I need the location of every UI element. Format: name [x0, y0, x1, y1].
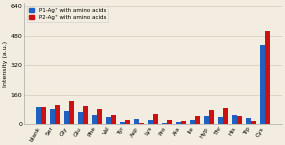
- Bar: [111, 115, 116, 124]
- Bar: [246, 118, 251, 124]
- Bar: [148, 120, 153, 124]
- Bar: [69, 102, 74, 124]
- Bar: [41, 107, 46, 124]
- Bar: [78, 112, 83, 124]
- Bar: [36, 107, 41, 124]
- Bar: [125, 120, 130, 124]
- Bar: [106, 117, 111, 124]
- Bar: [176, 122, 181, 124]
- Bar: [209, 110, 214, 124]
- Bar: [92, 115, 97, 124]
- Legend: P1-Ag⁺ with amino acids, P2-Ag⁺ with amino acids: P1-Ag⁺ with amino acids, P2-Ag⁺ with ami…: [27, 6, 108, 22]
- Y-axis label: Intensity (a.u.): Intensity (a.u.): [3, 41, 8, 87]
- Bar: [167, 120, 172, 124]
- Bar: [97, 109, 102, 124]
- Bar: [139, 123, 144, 124]
- Bar: [265, 31, 270, 124]
- Bar: [232, 115, 237, 124]
- Bar: [181, 121, 186, 124]
- Bar: [237, 116, 243, 124]
- Bar: [120, 122, 125, 124]
- Bar: [83, 106, 88, 124]
- Bar: [260, 45, 265, 124]
- Bar: [190, 120, 195, 124]
- Bar: [223, 108, 229, 124]
- Bar: [162, 123, 167, 124]
- Bar: [218, 117, 223, 124]
- Bar: [153, 114, 158, 124]
- Bar: [134, 119, 139, 124]
- Bar: [195, 116, 200, 124]
- Bar: [251, 121, 256, 124]
- Bar: [64, 111, 69, 124]
- Bar: [50, 109, 55, 124]
- Bar: [204, 116, 209, 124]
- Bar: [55, 105, 60, 124]
